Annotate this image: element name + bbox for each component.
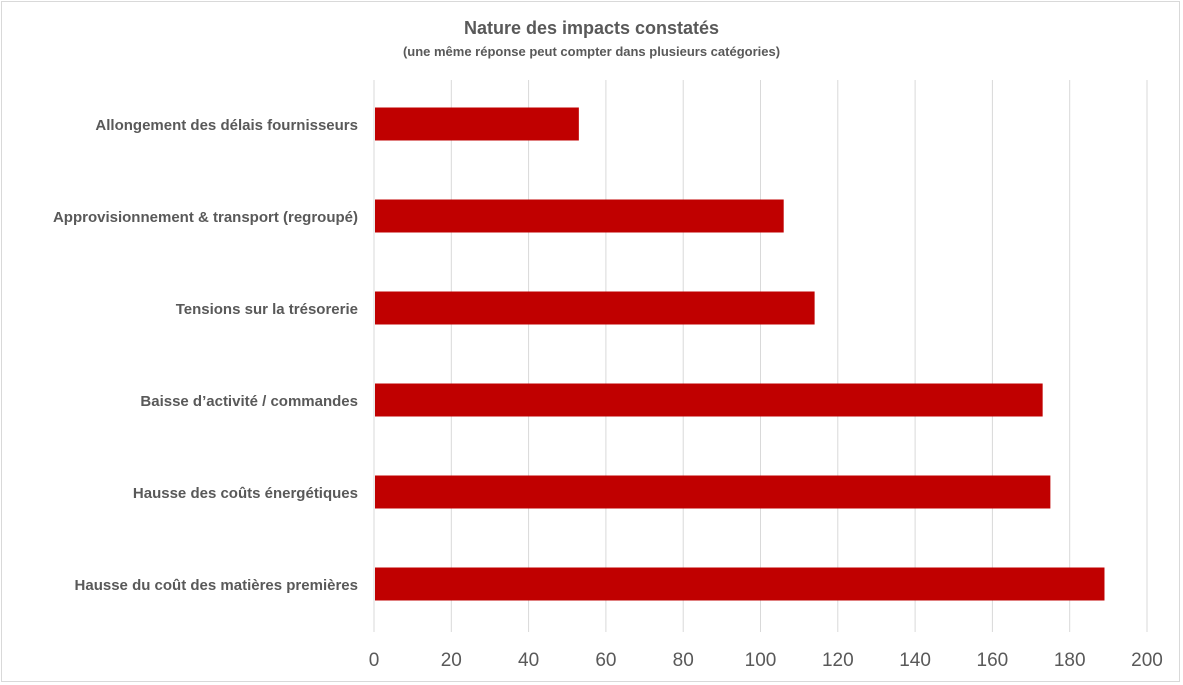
x-tick-label: 20 — [441, 650, 462, 671]
x-tick-label: 120 — [822, 650, 854, 671]
x-tick-label: 40 — [518, 650, 539, 671]
x-tick-label: 140 — [899, 650, 931, 671]
chart-title: Nature des impacts constatés — [463, 18, 720, 38]
y-category-label: Approvisionnement & transport (regroupé) — [53, 209, 358, 226]
y-category-label: Tensions sur la trésorerie — [176, 301, 358, 318]
x-tick-label: 160 — [977, 650, 1009, 671]
y-category-label: Hausse des coûts énergétiques — [133, 485, 358, 502]
y-category-label: Hausse du coût des matières premières — [75, 577, 358, 594]
x-tick-label: 100 — [745, 650, 777, 671]
x-tick-label: 180 — [1054, 650, 1086, 671]
x-tick-label: 80 — [673, 650, 694, 671]
chart-subtitle: (une même réponse peut compter dans plus… — [402, 44, 781, 59]
bar — [375, 475, 1051, 509]
x-tick-label: 0 — [369, 650, 380, 671]
bar — [375, 107, 579, 141]
bar — [375, 199, 784, 233]
y-category-label: Allongement des délais fournisseurs — [95, 117, 358, 134]
bar — [375, 383, 1043, 417]
x-tick-label: 60 — [595, 650, 616, 671]
y-category-label: Baisse d’activité / commandes — [140, 393, 358, 410]
x-tick-label: 200 — [1131, 650, 1163, 671]
bar — [375, 291, 815, 325]
bar — [375, 567, 1105, 601]
